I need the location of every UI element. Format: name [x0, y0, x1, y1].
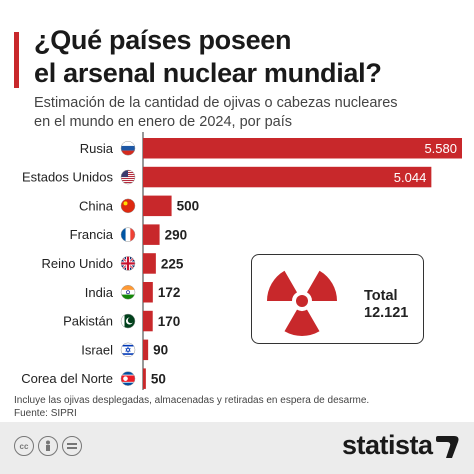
- uk-flag: [121, 256, 135, 271]
- license-icons: cc: [14, 436, 82, 456]
- bar: [143, 368, 146, 389]
- china-flag: [121, 198, 135, 213]
- category-label: Israel: [81, 342, 113, 357]
- total-value: 12.121: [364, 305, 409, 321]
- france-flag: [121, 227, 135, 242]
- category-label: India: [85, 285, 114, 300]
- bar: [143, 282, 153, 303]
- statista-logo[interactable]: statista: [342, 430, 433, 460]
- bar: [143, 195, 172, 217]
- israel-flag: [121, 342, 135, 357]
- data-label: 225: [161, 256, 184, 271]
- statista-logo-mark: [436, 436, 459, 458]
- category-label: Reino Unido: [41, 256, 113, 271]
- usa-flag: [121, 170, 135, 184]
- radiation-icon: [267, 270, 337, 336]
- data-label: 5.580: [424, 141, 457, 156]
- bar: [143, 138, 462, 159]
- total-label: Total: [364, 288, 398, 304]
- total-box: Total 12.121: [251, 254, 424, 344]
- data-label: 90: [153, 343, 168, 358]
- data-label: 170: [158, 314, 181, 329]
- footnote: Incluye las ojivas desplegadas, almacena…: [14, 394, 464, 420]
- subtitle-line-2: en el mundo en enero de 2024, por país: [34, 114, 292, 130]
- subtitle-line-1: Estimación de la cantidad de ojivas o ca…: [34, 95, 398, 111]
- data-label: 500: [177, 199, 200, 214]
- footer-bar: cc statista: [0, 422, 474, 474]
- category-label: China: [79, 198, 114, 213]
- bar: [143, 253, 156, 274]
- bar: [143, 224, 160, 245]
- cc-icon[interactable]: cc: [14, 436, 34, 456]
- data-label: 290: [165, 227, 188, 242]
- north-korea-flag: [121, 371, 135, 386]
- russia-flag: [121, 141, 135, 156]
- footnote-source: Fuente: SIPRI: [14, 408, 77, 419]
- data-label: 50: [151, 371, 166, 386]
- india-flag: [121, 285, 135, 300]
- bar-chart: Rusia 5.580 Estados Unidos 5.044 China 500 Fra…: [21, 132, 462, 390]
- bar: [143, 310, 153, 332]
- data-label: 5.044: [394, 170, 427, 185]
- category-label: Pakistán: [63, 314, 113, 329]
- title-accent-bar: [14, 32, 19, 88]
- title-line-1: ¿Qué países poseen: [34, 25, 292, 55]
- page-title: ¿Qué países poseen el arsenal nuclear mu…: [34, 24, 464, 90]
- title-line-2: el arsenal nuclear mundial?: [34, 58, 382, 88]
- by-icon[interactable]: [38, 436, 58, 456]
- category-label: Estados Unidos: [22, 170, 114, 185]
- category-label: Francia: [70, 227, 114, 242]
- footnote-note: Incluye las ojivas desplegadas, almacena…: [14, 395, 370, 406]
- bar: [143, 339, 149, 361]
- subtitle: Estimación de la cantidad de ojivas o ca…: [34, 94, 464, 132]
- bar: [143, 166, 432, 188]
- data-label: 172: [158, 285, 181, 300]
- category-label: Rusia: [80, 141, 114, 156]
- nd-icon[interactable]: [62, 436, 82, 456]
- pakistan-flag: [121, 314, 135, 329]
- category-label: Corea del Norte: [21, 371, 113, 386]
